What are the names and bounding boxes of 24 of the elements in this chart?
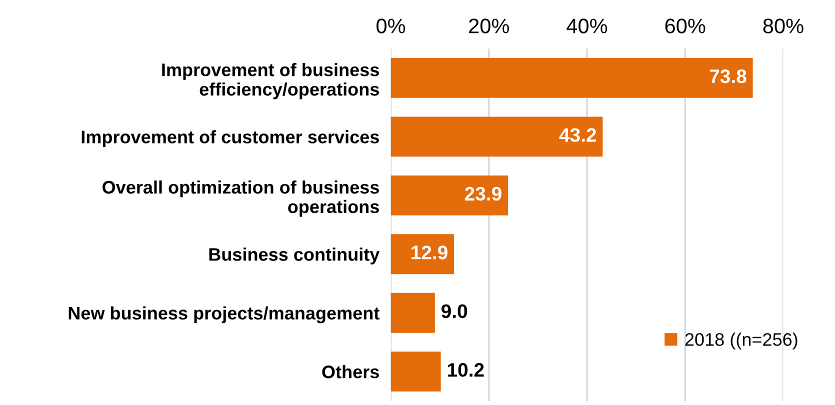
bar	[390, 234, 454, 274]
y-tick-label: Improvement of customer services	[82, 130, 379, 147]
y-tick-label: Others	[322, 365, 379, 378]
x-tick-label: 40%	[566, 18, 608, 34]
x-tick-label: 60%	[665, 18, 706, 34]
x-tick-label: 80%	[763, 18, 804, 34]
data-label: 9.0	[441, 304, 468, 318]
data-label: 10.2	[448, 363, 484, 377]
x-tick-label: 20%	[469, 18, 509, 34]
bar	[390, 58, 753, 98]
bar	[390, 175, 508, 216]
bar	[390, 116, 603, 157]
y-tick-label: Business continuity	[209, 248, 380, 264]
data-label: 12.9	[412, 246, 448, 260]
y-tick-label: Overall optimization of business operations	[102, 180, 379, 217]
data-label: 73.8	[710, 69, 746, 84]
bar	[390, 352, 441, 392]
data-label: 23.9	[464, 186, 502, 201]
y-tick-label: New business projects/management	[68, 306, 380, 324]
x-tick-label: 0%	[376, 18, 406, 34]
legend-label: 2018 ((n=256)	[685, 332, 798, 350]
data-label: 43.2	[559, 128, 596, 142]
y-tick-label: Improvement of business efficiency/operations	[162, 63, 379, 100]
bar	[390, 292, 435, 333]
